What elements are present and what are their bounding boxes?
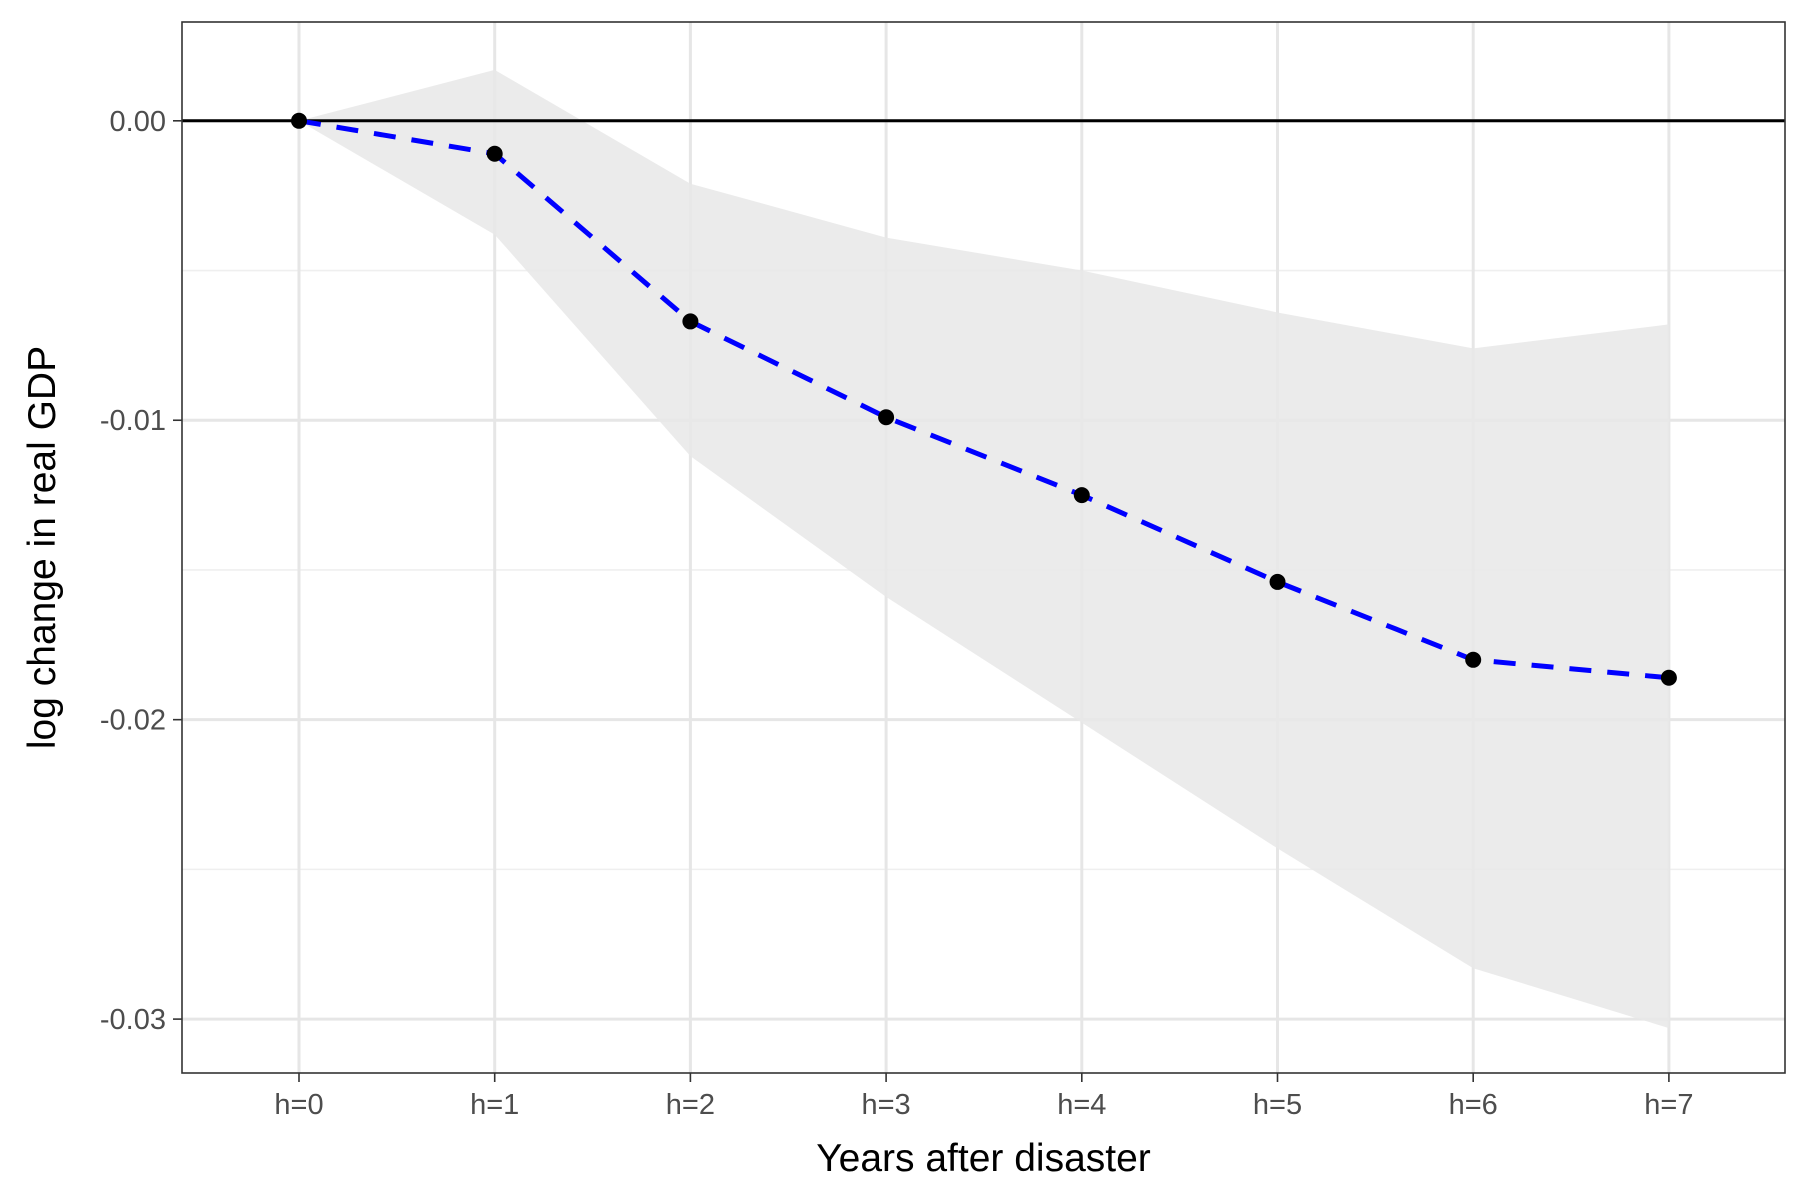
data-point xyxy=(486,145,503,162)
data-point xyxy=(1465,651,1482,668)
y-tick-label: -0.03 xyxy=(100,1004,166,1036)
y-axis-title: log change in real GDP xyxy=(21,346,64,749)
x-tick-label: h=4 xyxy=(1057,1089,1106,1121)
data-point xyxy=(291,112,307,129)
x-tick-label: h=7 xyxy=(1644,1089,1693,1121)
x-axis-title: Years after disaster xyxy=(816,1137,1151,1180)
data-point xyxy=(1269,573,1286,590)
series-line xyxy=(298,118,1670,681)
y-tick-label: 0.00 xyxy=(110,106,166,138)
x-axis-ticks: h=0 h=1 h=2 h=3 h=4 h=5 h=6 h=7 xyxy=(274,1073,1694,1121)
x-tick-label: h=3 xyxy=(861,1089,910,1121)
x-tick-label: h=0 xyxy=(274,1089,323,1121)
confidence-band xyxy=(299,69,1669,1029)
x-tick-label: h=5 xyxy=(1253,1089,1302,1121)
y-axis-ticks: 0.00 -0.01 -0.02 -0.03 xyxy=(100,106,182,1036)
data-points xyxy=(291,112,1677,686)
data-point xyxy=(878,409,895,426)
x-tick-label: h=2 xyxy=(666,1089,715,1121)
data-point xyxy=(1073,487,1090,504)
y-tick-label: -0.02 xyxy=(100,705,166,737)
panel-border xyxy=(181,21,1786,1074)
x-tick-label: h=6 xyxy=(1449,1089,1498,1121)
x-tick-label: h=1 xyxy=(470,1089,519,1121)
y-tick-label: -0.01 xyxy=(100,405,166,437)
data-point xyxy=(682,313,699,330)
data-point xyxy=(1660,669,1677,686)
